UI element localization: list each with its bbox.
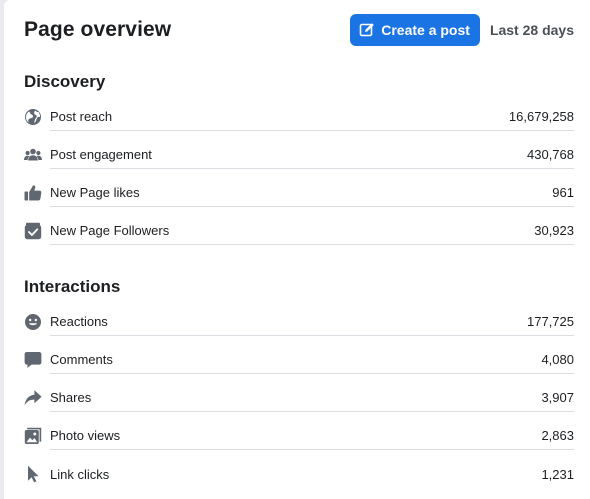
metric-row-body: Shares 3,907 <box>50 384 574 412</box>
discovery-section-title: Discovery <box>24 72 106 91</box>
share-arrow-icon <box>24 389 42 407</box>
metric-label: Link clicks <box>50 466 110 482</box>
metric-value: 430,768 <box>527 147 574 162</box>
metric-row-new-page-followers[interactable]: New Page Followers 30,923 <box>24 217 574 245</box>
metric-row-shares[interactable]: Shares 3,907 <box>24 384 574 412</box>
metric-row-post-engagement[interactable]: Post engagement 430,768 <box>24 141 574 169</box>
photo-icon <box>24 427 42 445</box>
page-title: Page overview <box>24 18 172 41</box>
metric-label: Post engagement <box>50 147 152 162</box>
metric-row-body: Reactions 177,725 <box>50 308 574 336</box>
page-overview-card: Page overview Create a post Last 28 days… <box>4 0 590 499</box>
metric-value: 177,725 <box>527 314 574 329</box>
smiley-icon <box>24 313 42 331</box>
metric-label: Post reach <box>50 109 113 124</box>
metric-row-body: New Page likes 961 <box>50 179 574 207</box>
metric-label: Shares <box>50 390 92 405</box>
thumbs-up-icon <box>24 184 42 202</box>
comment-icon <box>24 351 42 369</box>
metric-row-body: Post reach 16,679,258 <box>50 103 574 131</box>
metric-row-body: Comments 4,080 <box>50 346 574 374</box>
edit-icon <box>359 22 375 38</box>
metric-value: 961 <box>552 185 574 200</box>
metric-row-body: New Page Followers 30,923 <box>50 217 574 245</box>
globe-icon <box>24 108 42 126</box>
metric-row-body: Link clicks 1,231 <box>50 460 574 488</box>
metric-value: 30,923 <box>534 223 574 238</box>
metric-value: 4,080 <box>541 352 574 367</box>
metric-row-body: Photo views 2,863 <box>50 422 574 450</box>
metric-row-body: Post engagement 430,768 <box>50 141 574 169</box>
metric-label: New Page Followers <box>50 223 170 238</box>
date-range-selector[interactable]: Last 28 days <box>489 22 574 38</box>
metric-value: 3,907 <box>541 390 574 405</box>
metric-label: Photo views <box>50 428 121 443</box>
interactions-section-title: Interactions <box>24 277 121 296</box>
overview-header: Page overview Create a post Last 28 days <box>24 12 574 48</box>
metric-row-post-reach[interactable]: Post reach 16,679,258 <box>24 103 574 131</box>
follow-check-icon <box>24 222 42 240</box>
metric-value: 2,863 <box>541 428 574 443</box>
metric-row-comments[interactable]: Comments 4,080 <box>24 346 574 374</box>
create-post-button[interactable]: Create a post <box>350 14 480 46</box>
metric-label: Comments <box>50 352 113 367</box>
metric-value: 1,231 <box>541 466 574 482</box>
metric-label: New Page likes <box>50 185 140 200</box>
metric-value: 16,679,258 <box>508 109 574 124</box>
create-post-label: Create a post <box>381 22 470 38</box>
metric-label: Reactions <box>50 314 108 329</box>
metric-row-reactions[interactable]: Reactions 177,725 <box>24 308 574 336</box>
people-icon <box>24 146 42 164</box>
metric-row-photo-views[interactable]: Photo views 2,863 <box>24 422 574 450</box>
cursor-icon <box>24 465 42 483</box>
metric-row-link-clicks[interactable]: Link clicks 1,231 <box>24 460 574 488</box>
metric-row-new-page-likes[interactable]: New Page likes 961 <box>24 179 574 207</box>
